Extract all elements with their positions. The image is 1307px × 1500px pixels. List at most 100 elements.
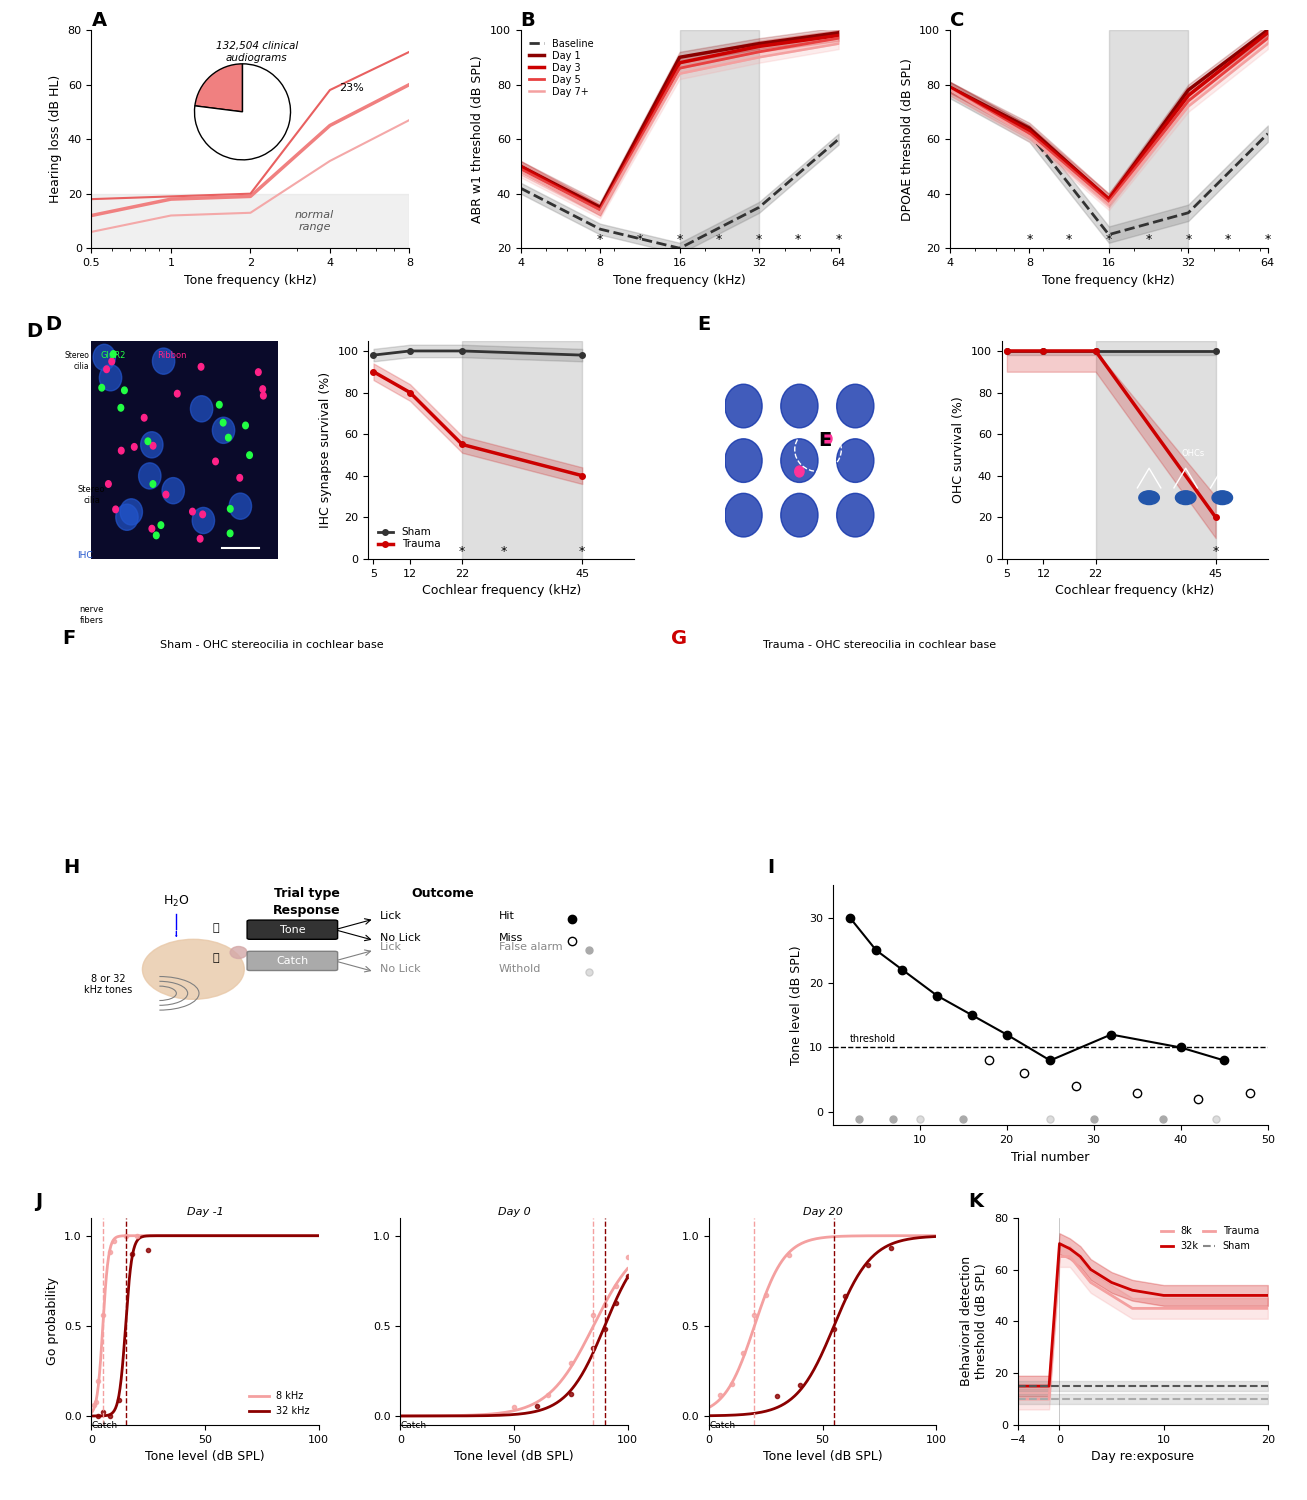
Text: *: * bbox=[597, 232, 604, 246]
Circle shape bbox=[780, 440, 818, 483]
Text: F: F bbox=[63, 628, 76, 648]
Day 5 bbox=[831, 28, 847, 46]
Text: 8 or 32
kHz tones: 8 or 32 kHz tones bbox=[85, 974, 132, 996]
Circle shape bbox=[836, 440, 874, 483]
Y-axis label: ABR w1 threshold (dB SPL): ABR w1 threshold (dB SPL) bbox=[472, 56, 485, 223]
Circle shape bbox=[99, 384, 105, 392]
Text: No Lick: No Lick bbox=[380, 963, 421, 974]
X-axis label: Tone level (dB SPL): Tone level (dB SPL) bbox=[145, 1450, 265, 1464]
Title: Day 0: Day 0 bbox=[498, 1208, 531, 1216]
Circle shape bbox=[780, 384, 818, 427]
Line: Day 1: Day 1 bbox=[520, 33, 839, 207]
Day 5 bbox=[672, 58, 687, 76]
Circle shape bbox=[725, 384, 762, 427]
Day 7+ bbox=[672, 64, 687, 82]
Text: nerve
fibers: nerve fibers bbox=[80, 606, 103, 624]
FancyBboxPatch shape bbox=[247, 951, 337, 970]
Line: Day 7+: Day 7+ bbox=[520, 44, 839, 213]
Day 7+ bbox=[831, 34, 847, 53]
Text: A: A bbox=[91, 10, 107, 30]
Day 1 bbox=[672, 48, 687, 66]
Text: I: I bbox=[767, 858, 774, 877]
Line: Trauma: Trauma bbox=[371, 369, 586, 478]
X-axis label: Tone frequency (kHz): Tone frequency (kHz) bbox=[184, 273, 316, 286]
Y-axis label: Hearing loss (dB HL): Hearing loss (dB HL) bbox=[50, 75, 63, 202]
Circle shape bbox=[162, 477, 184, 504]
Text: 23%: 23% bbox=[340, 82, 365, 93]
Circle shape bbox=[221, 420, 226, 426]
Day 3 bbox=[512, 158, 528, 176]
Text: *: * bbox=[637, 232, 643, 246]
Text: Withold: Withold bbox=[499, 963, 541, 974]
Day 3 bbox=[592, 201, 608, 219]
X-axis label: Tone frequency (kHz): Tone frequency (kHz) bbox=[1043, 273, 1175, 286]
Circle shape bbox=[145, 438, 150, 444]
Text: D: D bbox=[26, 321, 42, 340]
Text: *: * bbox=[1185, 232, 1192, 246]
Text: Outcome: Outcome bbox=[410, 888, 473, 900]
Text: *: * bbox=[579, 544, 586, 558]
Circle shape bbox=[158, 522, 163, 528]
Circle shape bbox=[836, 384, 874, 427]
Day 7+ bbox=[752, 48, 767, 66]
Text: D: D bbox=[44, 315, 61, 333]
Circle shape bbox=[93, 345, 115, 370]
Legend: 8k, 32k, Trauma, Sham: 8k, 32k, Trauma, Sham bbox=[1157, 1222, 1263, 1256]
X-axis label: Tone level (dB SPL): Tone level (dB SPL) bbox=[763, 1450, 882, 1464]
Text: normal
range: normal range bbox=[295, 210, 335, 232]
Circle shape bbox=[141, 432, 163, 457]
X-axis label: Tone level (dB SPL): Tone level (dB SPL) bbox=[454, 1450, 574, 1464]
Title: Trauma - OHC stereocilia in cochlear base: Trauma - OHC stereocilia in cochlear bas… bbox=[763, 640, 996, 651]
Title: Sham - OHC stereocilia in cochlear base: Sham - OHC stereocilia in cochlear base bbox=[159, 640, 383, 651]
Text: False alarm: False alarm bbox=[499, 942, 562, 952]
Text: threshold: threshold bbox=[850, 1035, 895, 1044]
Text: *: * bbox=[1106, 232, 1112, 246]
Circle shape bbox=[836, 494, 874, 537]
Circle shape bbox=[116, 504, 139, 531]
Circle shape bbox=[227, 506, 233, 512]
Text: GluR2: GluR2 bbox=[101, 351, 127, 360]
Text: H$_2$O: H$_2$O bbox=[163, 894, 190, 909]
Y-axis label: Tone level (dB SPL): Tone level (dB SPL) bbox=[791, 945, 802, 1065]
Text: Catch: Catch bbox=[400, 1422, 426, 1431]
Text: Stereo
cilia: Stereo cilia bbox=[77, 486, 106, 504]
Circle shape bbox=[237, 474, 243, 482]
Baseline bbox=[512, 178, 528, 196]
Day 1 bbox=[592, 198, 608, 216]
Text: Catch: Catch bbox=[708, 1422, 735, 1431]
Circle shape bbox=[132, 444, 137, 450]
Circle shape bbox=[139, 464, 161, 489]
Sham bbox=[455, 342, 471, 360]
Y-axis label: Behavioral detection
threshold (dB SPL): Behavioral detection threshold (dB SPL) bbox=[961, 1257, 988, 1386]
Y-axis label: OHC survival (%): OHC survival (%) bbox=[953, 396, 966, 502]
Circle shape bbox=[120, 500, 142, 525]
Y-axis label: IHC synapse survival (%): IHC synapse survival (%) bbox=[319, 372, 332, 528]
Bar bbox=[1095, 340, 1216, 560]
Circle shape bbox=[212, 417, 235, 444]
Circle shape bbox=[229, 494, 251, 519]
Circle shape bbox=[141, 414, 146, 422]
Circle shape bbox=[256, 369, 261, 375]
Text: Lick: Lick bbox=[380, 942, 403, 952]
X-axis label: Cochlear frequency (kHz): Cochlear frequency (kHz) bbox=[1055, 584, 1214, 597]
Legend: 8 kHz, 32 kHz: 8 kHz, 32 kHz bbox=[246, 1388, 314, 1420]
Text: G: G bbox=[670, 628, 686, 648]
Text: Tone: Tone bbox=[280, 924, 305, 934]
Day 1 bbox=[512, 158, 528, 176]
Circle shape bbox=[725, 440, 762, 483]
Text: 132,504 clinical
audiograms: 132,504 clinical audiograms bbox=[216, 40, 298, 63]
Line: Day 5: Day 5 bbox=[520, 38, 839, 210]
Circle shape bbox=[213, 458, 218, 465]
Ellipse shape bbox=[230, 946, 247, 958]
Day 1 bbox=[752, 34, 767, 53]
Y-axis label: Go probability: Go probability bbox=[46, 1278, 59, 1365]
Circle shape bbox=[108, 358, 115, 364]
Day 5 bbox=[592, 201, 608, 219]
Circle shape bbox=[247, 452, 252, 459]
Day 3 bbox=[831, 27, 847, 45]
Text: 🔊: 🔊 bbox=[213, 922, 220, 933]
Text: 🔇: 🔇 bbox=[213, 952, 220, 963]
Baseline bbox=[752, 198, 767, 216]
Circle shape bbox=[118, 405, 124, 411]
Text: Ribbon: Ribbon bbox=[157, 351, 186, 360]
